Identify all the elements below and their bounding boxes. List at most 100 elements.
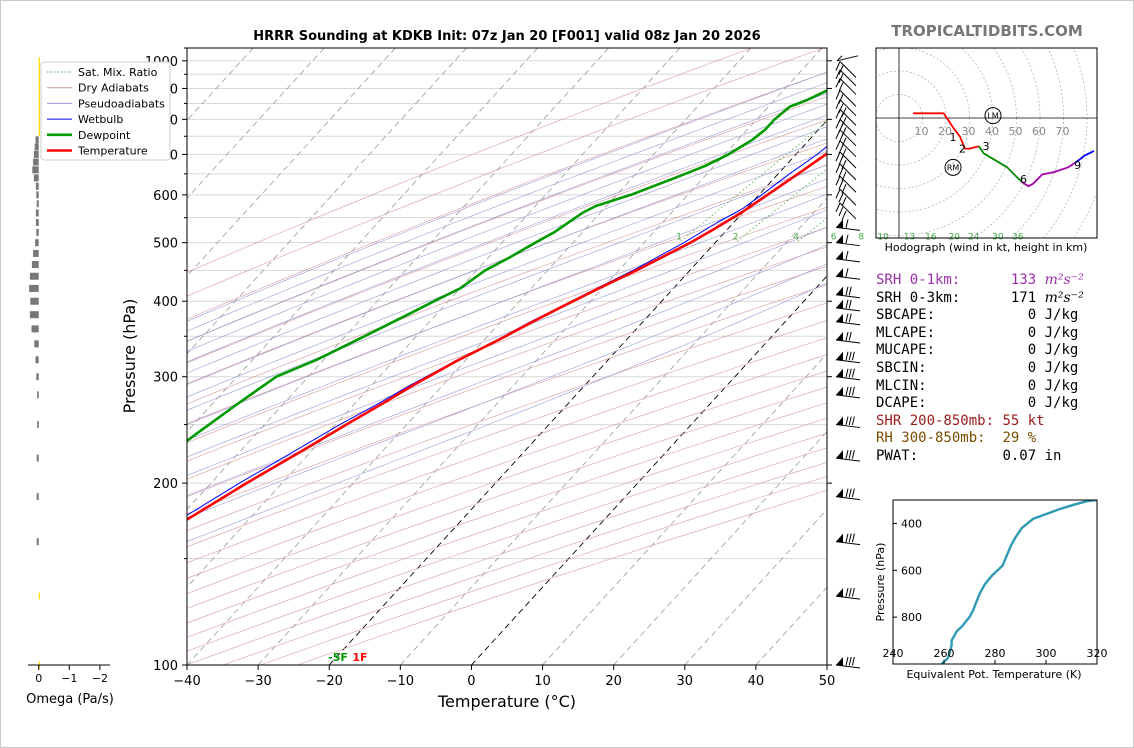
stat-label: RH 300-850mb: <box>876 430 986 447</box>
mixing-ratio-line <box>1018 48 1134 243</box>
dry-adiabat-line <box>187 119 827 364</box>
barb-flag <box>836 299 843 309</box>
omega-bar <box>38 90 40 98</box>
dry-adiabat-line <box>187 71 827 320</box>
barb-feather <box>851 656 855 666</box>
stat-unit: J/kg <box>1044 307 1079 324</box>
omega-bar <box>34 143 39 151</box>
barb-feather <box>841 184 847 194</box>
wind-barb <box>835 488 861 501</box>
isotherm-line <box>328 119 827 665</box>
dry-adiabat-line <box>187 302 827 531</box>
dry-adiabat-line <box>187 320 827 548</box>
skewt-x-tick-label: 50 <box>819 674 836 689</box>
isotherm-line <box>0 48 40 665</box>
wind-barb <box>835 299 861 312</box>
storm-motion-label: LM <box>987 112 998 121</box>
stat-label: DCAPE: <box>876 395 927 412</box>
hodograph-frame <box>875 47 1098 239</box>
stat-label: MLCIN: <box>876 377 927 394</box>
barb-feather <box>836 55 843 62</box>
omega-bar <box>35 239 39 247</box>
stat-label: SBCAPE: <box>876 307 936 324</box>
omega-bar <box>35 182 39 190</box>
barb-shaft <box>839 140 857 158</box>
mixing-ratio-line <box>974 48 1134 243</box>
wind-barb <box>835 386 861 399</box>
surface-dewpoint-label: -5F <box>328 651 348 664</box>
legend: Sat. Mix. Ratio Dry Adiabats Pseudoadiabat… <box>40 61 171 161</box>
barb-flag <box>836 351 843 361</box>
skewt-xlabel: Temperature (°C) <box>437 692 576 711</box>
pseudoadiabat-line <box>187 114 827 363</box>
legend-label: Pseudoadiabats <box>78 97 165 110</box>
skewt-series <box>187 89 827 522</box>
hodograph-plot: 10 20 30 40 50 60 70 12 3 6 9 LM RM Hodograph (wind… <box>875 47 1098 254</box>
skewt-x-tick-label: 40 <box>748 674 765 689</box>
omega-bar <box>38 57 40 65</box>
barb-flag <box>836 332 843 342</box>
stat-row: DCAPE: 0 J/kg <box>876 395 1126 413</box>
theta-e-x-tick-label: 240 <box>883 647 904 660</box>
barb-feather <box>848 416 852 426</box>
storm-motion-marker <box>984 107 1002 125</box>
pseudoadiabat-line <box>187 226 827 476</box>
barb-feather <box>845 268 849 277</box>
barb-feather <box>835 202 841 213</box>
barb-feather <box>835 61 841 71</box>
omega-bar <box>33 158 39 166</box>
barb-feather <box>841 159 847 170</box>
omega-bar <box>36 538 39 546</box>
barb-flag <box>836 368 843 378</box>
hodograph-height-label: 9 <box>1074 159 1081 172</box>
barb-flag <box>836 533 843 543</box>
dry-adiabat-line <box>187 265 827 498</box>
theta-e-plot: 240 260 280 300 320 400 600 800 Equivalent Pot.… <box>874 499 1108 681</box>
stat-label: PWAT: <box>876 447 919 464</box>
stat-unit: % <box>1027 430 1037 447</box>
wind-barb <box>835 656 861 669</box>
barb-flag <box>836 416 843 426</box>
barb-shaft <box>839 175 857 193</box>
wind-barb <box>835 351 861 364</box>
skewt-x-tick-label: −40 <box>173 674 200 689</box>
wind-barb <box>835 99 857 117</box>
pseudoadiabat-line <box>187 138 827 385</box>
omega-bar <box>38 62 40 70</box>
skewt-y-tick-label: 600 <box>153 189 178 204</box>
barb-shaft <box>839 61 857 78</box>
barb-feather <box>838 73 844 84</box>
wind-barb <box>835 331 861 344</box>
barb-feather <box>835 90 841 100</box>
hodograph-ring-label: 60 <box>1032 125 1046 138</box>
barb-feather <box>848 386 852 396</box>
isotherm-line <box>257 48 823 665</box>
theta-e-y-tick-label: 400 <box>901 517 922 530</box>
dry-adiabat-line <box>187 386 827 609</box>
stat-value: 133 <box>1010 272 1037 288</box>
wind-barb <box>835 151 857 170</box>
barb-feather <box>841 137 847 148</box>
omega-bar <box>37 391 39 399</box>
surface-temperature-label: 1F <box>352 651 367 664</box>
omega-plot: 0 −1 −2 Omega (Pa/s) <box>26 57 114 707</box>
barb-feather <box>845 488 849 498</box>
skewt-plot: −40 −30 −20 −10 0 10 20 30 40 5010020030040050060… <box>0 47 1134 711</box>
stat-unit: m²s⁻² <box>1044 272 1084 288</box>
wind-barb <box>835 69 857 87</box>
barb-feather <box>838 103 844 113</box>
pseudoadiabat-line <box>187 193 827 441</box>
skewt-ylabel: Pressure (hPa) <box>120 299 139 414</box>
omega-bar <box>38 115 40 123</box>
stat-row: SRH 0-3km: 171 m²s⁻² <box>876 290 1126 308</box>
dry-adiabat-line <box>187 370 827 594</box>
legend-label: Sat. Mix. Ratio <box>78 66 158 79</box>
omega-bar <box>36 200 39 208</box>
barb-shaft <box>839 129 857 147</box>
stat-row: MLCAPE: 0 J/kg <box>876 325 1126 343</box>
omega-bar <box>33 174 39 182</box>
pseudoadiabat-line <box>187 103 827 352</box>
stat-value: 0 <box>1027 307 1037 324</box>
skewt-x-tick-label: −30 <box>244 674 271 689</box>
